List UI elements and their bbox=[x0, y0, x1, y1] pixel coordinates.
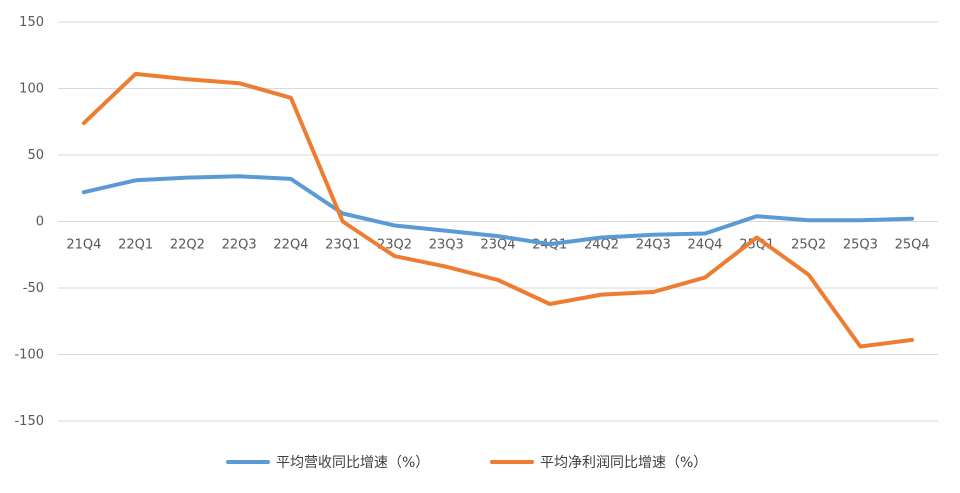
x-tick-label: 23Q1 bbox=[325, 238, 360, 253]
series-line-1 bbox=[81, 174, 915, 247]
y-tick-label: -150 bbox=[14, 414, 44, 429]
x-tick-label: 24Q4 bbox=[688, 238, 723, 253]
x-tick-label: 25Q1 bbox=[739, 238, 774, 253]
y-tick-label: 100 bbox=[19, 82, 44, 97]
gridlines bbox=[58, 21, 938, 422]
x-tick-label: 25Q2 bbox=[791, 238, 826, 253]
y-tick-label: 150 bbox=[19, 15, 44, 30]
x-tick-label: 22Q4 bbox=[273, 238, 308, 253]
x-tick-label: 22Q3 bbox=[222, 238, 257, 253]
legend: 平均营收同比增速（%） 平均净利润同比增速（%） bbox=[226, 455, 707, 471]
x-tick-label: 25Q4 bbox=[895, 238, 930, 253]
x-tick-label: 23Q3 bbox=[429, 238, 464, 253]
legend-label-2: 平均净利润同比增速（%） bbox=[540, 455, 707, 471]
y-tick-label: -50 bbox=[23, 281, 44, 296]
y-tick-label: 50 bbox=[27, 148, 44, 163]
x-tick-label: 23Q4 bbox=[480, 238, 515, 253]
x-axis-ticks: 21Q4 22Q1 22Q2 22Q3 22Q4 23Q1 23Q2 23Q3 23Q4 24Q1… bbox=[66, 238, 929, 253]
series-line-2 bbox=[81, 71, 915, 349]
y-axis-ticks: 150 100 50 0 -50 -100 -150 bbox=[14, 15, 44, 429]
series-lines bbox=[81, 71, 915, 349]
x-tick-label: 22Q2 bbox=[170, 238, 205, 253]
x-tick-label: 25Q3 bbox=[843, 238, 878, 253]
x-tick-label: 24Q3 bbox=[636, 238, 671, 253]
y-tick-label: 0 bbox=[36, 215, 44, 230]
x-tick-label: 21Q4 bbox=[66, 238, 101, 253]
y-tick-label: -100 bbox=[14, 348, 44, 363]
x-tick-label: 24Q2 bbox=[584, 238, 619, 253]
x-tick-label: 22Q1 bbox=[118, 238, 153, 253]
legend-label-1: 平均营收同比增速（%） bbox=[276, 455, 429, 471]
